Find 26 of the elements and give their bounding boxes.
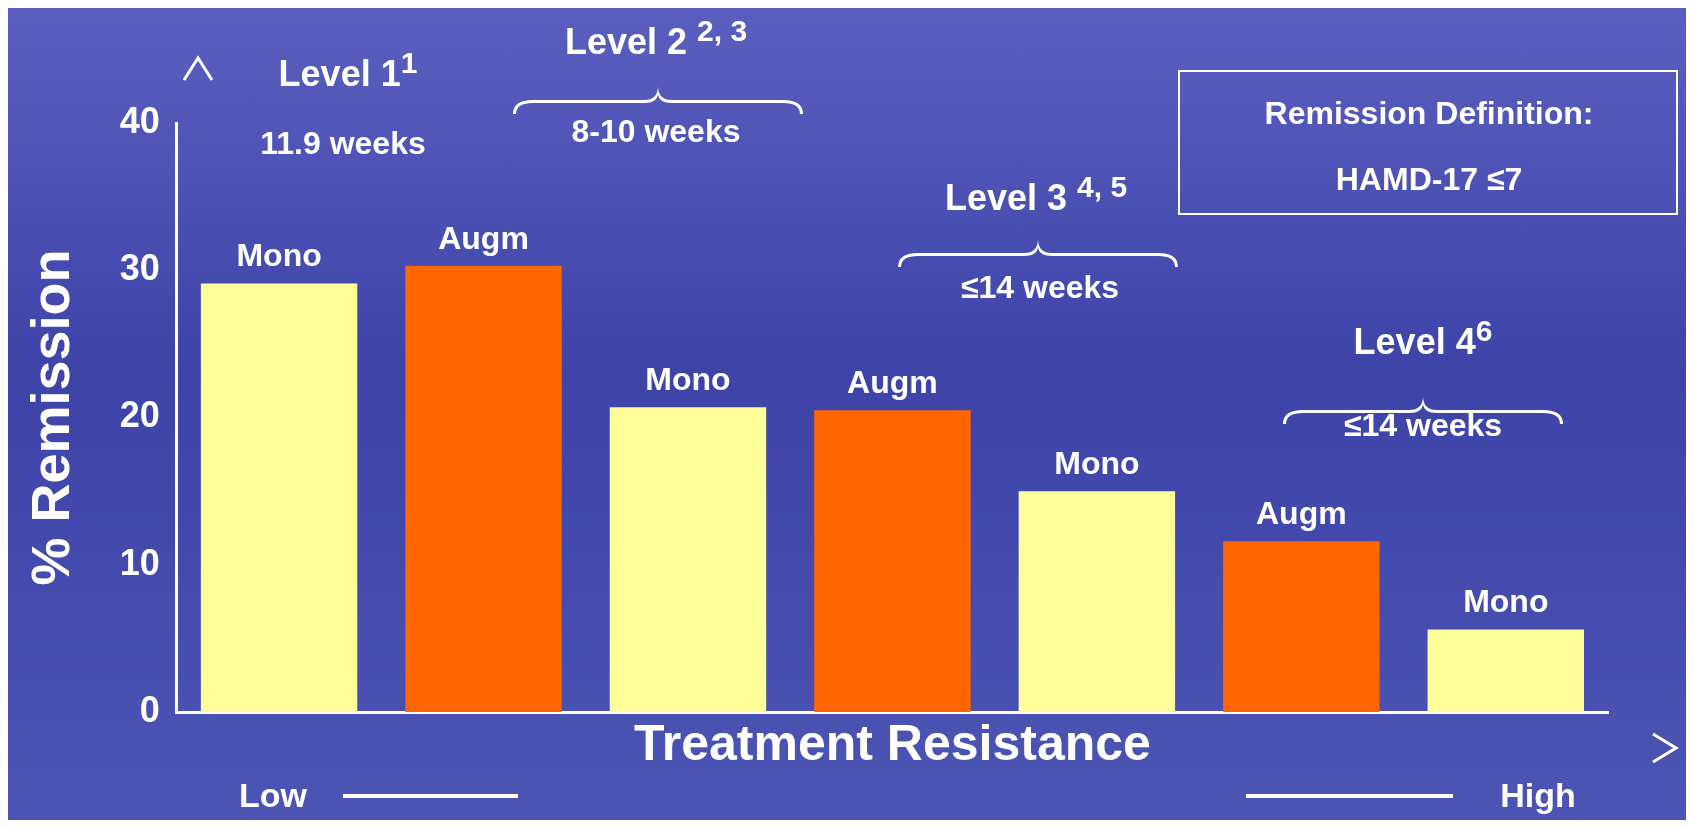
annotation: 11.9 weeks <box>260 125 426 162</box>
y-tick-label: 30 <box>119 247 160 289</box>
y-tick-label: 0 <box>139 688 160 730</box>
annotation: Augm <box>847 363 938 400</box>
annotation: 8-10 weeks <box>571 113 741 150</box>
x-axis-title: Treatment Resistance <box>633 714 1151 771</box>
annotation: Mono <box>1463 583 1549 620</box>
y-tick-label: 10 <box>119 541 160 583</box>
annotation: Mono <box>236 237 322 274</box>
annotation: ≤14 weeks <box>1343 407 1503 444</box>
y-tick-label: 40 <box>119 99 160 141</box>
annotation: Mono <box>645 361 731 398</box>
annotation: Level 4$^{6}$ <box>1353 314 1493 363</box>
annotation: Augm <box>438 219 529 256</box>
text: Level 2 $^{2, 3}$ <box>564 14 748 63</box>
text: Low <box>239 776 307 815</box>
y-axis-title: % Remission <box>20 249 81 586</box>
annotation: ≤14 weeks <box>960 269 1120 306</box>
text: Level 1$^{1}$ <box>278 46 418 95</box>
annotation: Remission Definition: <box>1264 95 1594 132</box>
annotation: HAMD-17 ≤7 <box>1335 161 1523 198</box>
annotation: Augm <box>1256 495 1347 532</box>
annotation: Mono <box>1054 444 1140 481</box>
y-tick-label: 20 <box>119 394 160 436</box>
text: High <box>1500 776 1576 815</box>
annotation: Level 3 $^{4, 5}$ <box>944 170 1128 219</box>
